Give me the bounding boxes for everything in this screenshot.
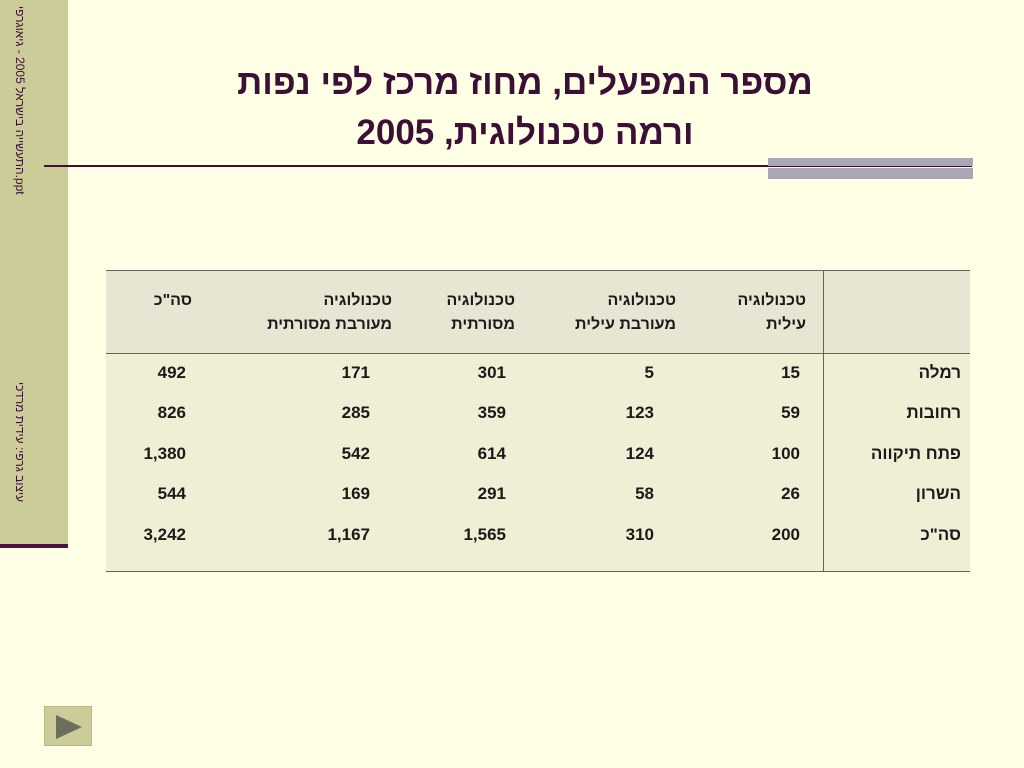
table-cell: 826 (157, 403, 186, 422)
table-cell: 58 (635, 484, 654, 503)
table-cell: 285 (341, 403, 370, 422)
table-cell: 301 (477, 363, 506, 382)
sidebar-divider (0, 544, 68, 548)
header-total: סה"כ (154, 289, 192, 313)
table-cell: 544 (157, 484, 186, 503)
table-cell: 123 (625, 403, 654, 422)
table-cell: 169 (341, 484, 370, 503)
table-cell: 359 (477, 403, 506, 422)
table-cell: 492 (157, 363, 186, 382)
header-line: מעורבת מסורתית (267, 316, 392, 333)
title-divider (44, 165, 972, 167)
column-divider (823, 271, 824, 571)
header-line: מעורבת עילית (575, 316, 676, 333)
header-line: סה"כ (153, 292, 192, 309)
table-cell: 5 (644, 363, 654, 382)
title-accent-bar (768, 158, 973, 166)
design-credit-label: עיצוב גרפי: עידית מרדכי (13, 382, 27, 503)
table-cell: 15 (781, 363, 800, 382)
header-line: מסורתית (451, 316, 515, 333)
table-cell: 542 (341, 444, 370, 463)
data-table: טכנולוגיה עילית טכנולוגיה מעורבת עילית ט… (106, 270, 970, 572)
slide-title-line-2: ורמה טכנולוגית, 2005 (356, 113, 694, 152)
table-cell: 3,242 (143, 525, 186, 544)
table-cell: 171 (341, 363, 370, 382)
table-cell: 59 (781, 403, 800, 422)
table-cell: 1,565 (463, 525, 506, 544)
row-label: פתח תיקווה (870, 444, 961, 463)
header-traditional: טכנולוגיה מסורתית (446, 289, 515, 337)
table-cell: 100 (771, 444, 800, 463)
table-header-row (106, 271, 970, 354)
table-cell: 1,380 (143, 444, 186, 463)
header-mixed-high-tech: טכנולוגיה מעורבת עילית (575, 289, 676, 337)
slide-title-line-1: מספר המפעלים, מחוז מרכז לפי נפות (237, 63, 813, 102)
header-line: טכנולוגיה (446, 292, 515, 309)
table-cell: 124 (625, 444, 654, 463)
slide-title: מספר המפעלים, מחוז מרכז לפי נפות ורמה טכ… (150, 58, 900, 158)
row-label: השרון (915, 484, 961, 503)
header-mixed-traditional: טכנולוגיה מעורבת מסורתית (267, 289, 392, 337)
table-cell: 291 (477, 484, 506, 503)
table-cell: 26 (781, 484, 800, 503)
next-slide-button[interactable] (44, 706, 92, 746)
file-name-label: התעשייה בישראל 2005 - גיאוגרפי.ppt (13, 6, 27, 195)
row-label: רמלה (918, 363, 961, 382)
table-cell: 1,167 (327, 525, 370, 544)
header-line: טכנולוגיה (607, 292, 676, 309)
header-line: טכנולוגיה (737, 292, 806, 309)
row-label: רחובות (906, 403, 961, 422)
table-cell: 614 (477, 444, 506, 463)
row-label: סה"כ (920, 525, 961, 544)
play-triangle-icon (56, 715, 82, 739)
sidebar (0, 0, 68, 548)
title-accent-bar (768, 168, 973, 179)
table-cell: 200 (771, 525, 800, 544)
header-high-tech: טכנולוגיה עילית (737, 289, 806, 337)
header-line: עילית (766, 316, 806, 333)
table-cell: 310 (625, 525, 654, 544)
header-line: טכנולוגיה (323, 292, 392, 309)
